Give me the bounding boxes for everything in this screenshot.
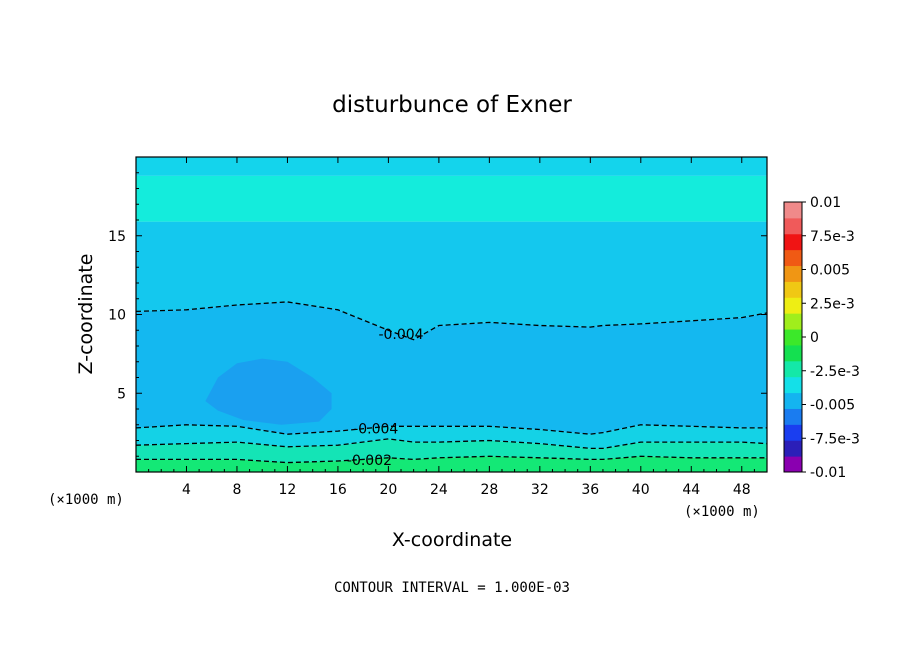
colorbar-swatch xyxy=(784,344,802,362)
chart-title: disturbunce of Exner xyxy=(332,92,572,118)
y-axis-label: Z-coordinate xyxy=(75,254,97,375)
low-pressure-region xyxy=(205,358,332,425)
contour-band xyxy=(136,157,767,176)
y-tick-label: 15 xyxy=(108,229,126,245)
contour-label: -0.002 xyxy=(347,453,392,469)
colorbar-swatch xyxy=(784,217,802,235)
colorbar-swatch xyxy=(784,408,802,425)
x-tick-label: 20 xyxy=(379,482,397,498)
plot-area xyxy=(136,157,767,472)
colorbar-swatch xyxy=(784,329,802,346)
colorbar-label: -2.5e-3 xyxy=(810,364,860,380)
contour-label: -0.004 xyxy=(378,327,423,343)
x-tick-label: 48 xyxy=(733,482,751,498)
colorbar-swatch xyxy=(784,376,802,394)
colorbar-swatch xyxy=(784,313,802,330)
colorbar-swatch xyxy=(784,392,802,409)
colorbar-swatch xyxy=(784,233,802,251)
x-tick-label: 40 xyxy=(632,482,650,498)
colorbar-label: 7.5e-3 xyxy=(810,229,855,245)
contour-lines xyxy=(135,301,768,464)
x-tick-label: 28 xyxy=(480,482,498,498)
colorbar-swatch xyxy=(784,360,802,378)
colorbar: 0.01 7.5e-3 0.005 2.5e-3 0 -2.5e-3 -0.005 -7.5e… xyxy=(783,195,860,481)
contour-band xyxy=(136,456,767,472)
x-tick-label: 32 xyxy=(531,482,549,498)
x-tick-label: 24 xyxy=(430,482,448,498)
contour-band xyxy=(136,175,767,222)
colorbar-swatch xyxy=(784,424,802,441)
colorbar-swatch xyxy=(784,249,802,267)
y-tick-label: 10 xyxy=(108,308,126,324)
x-tick-label: 12 xyxy=(279,482,297,498)
colorbar-swatch xyxy=(784,281,802,298)
colorbar-swatch xyxy=(784,202,802,219)
colorbar-label: 0.005 xyxy=(810,263,850,279)
colorbar-swatch xyxy=(784,297,802,314)
contour-labels: -0.004 -0.004 -0.002 xyxy=(347,327,424,469)
y-unit-label: (×1000 m) xyxy=(48,492,124,508)
colorbar-swatch xyxy=(784,440,802,457)
y-tick-label: 5 xyxy=(117,386,126,402)
contour-band xyxy=(136,424,767,449)
x-tick-label: 4 xyxy=(182,482,191,498)
contour-line xyxy=(136,455,767,464)
colorbar-swatch xyxy=(784,265,802,282)
contour-line xyxy=(135,301,768,341)
x-unit-label: (×1000 m) xyxy=(684,504,760,520)
x-tick-label: 16 xyxy=(329,482,347,498)
y-axis: 5 10 15 xyxy=(108,172,767,457)
colorbar-label: 0 xyxy=(810,330,819,346)
contour-label: -0.004 xyxy=(353,421,398,437)
colorbar-label: 0.01 xyxy=(810,195,841,211)
x-tick-label: 8 xyxy=(232,482,241,498)
contour-line xyxy=(135,424,767,435)
colorbar-label: 2.5e-3 xyxy=(810,296,855,312)
contour-band xyxy=(136,438,767,463)
x-axis-label: X-coordinate xyxy=(392,529,512,551)
colorbar-swatch xyxy=(784,456,802,473)
contour-band xyxy=(136,221,767,340)
colorbar-label: -0.005 xyxy=(810,398,855,414)
x-tick-label: 36 xyxy=(581,482,599,498)
x-tick-label: 44 xyxy=(682,482,700,498)
x-axis: 4 8 12 16 20 24 28 32 36 40 44 48 xyxy=(148,157,755,498)
colorbar-label: -0.01 xyxy=(810,465,846,481)
contour-interval-footer: CONTOUR INTERVAL = 1.000E-03 xyxy=(334,580,570,596)
contour-line xyxy=(135,438,768,450)
colorbar-label: -7.5e-3 xyxy=(810,431,860,447)
